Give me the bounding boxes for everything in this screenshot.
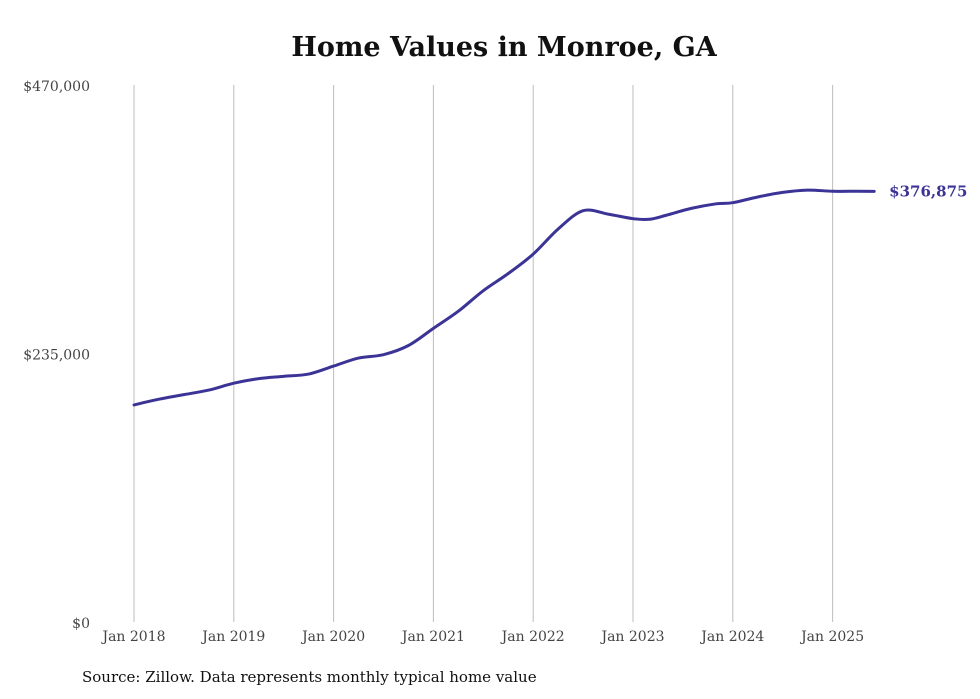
x-tick-label: Jan 2018 (100, 629, 165, 645)
x-tick-label: Jan 2023 (599, 629, 664, 645)
end-value-label: $376,875 (889, 182, 967, 200)
series-line (132, 188, 876, 407)
chart-title: Home Values in Monroe, GA (291, 32, 717, 63)
x-tick-label: Jan 2024 (699, 629, 764, 645)
y-tick-label: $235,000 (23, 348, 90, 364)
y-tick-label: $470,000 (23, 79, 90, 95)
y-tick-label: $0 (72, 616, 90, 632)
source-note: Source: Zillow. Data represents monthly … (82, 668, 537, 686)
x-tick-label: Jan 2021 (400, 629, 465, 645)
x-tick-label: Jan 2020 (300, 629, 365, 645)
x-tick-label: Jan 2025 (799, 629, 864, 645)
x-tick-label: Jan 2019 (200, 629, 265, 645)
x-tick-label: Jan 2022 (500, 629, 565, 645)
